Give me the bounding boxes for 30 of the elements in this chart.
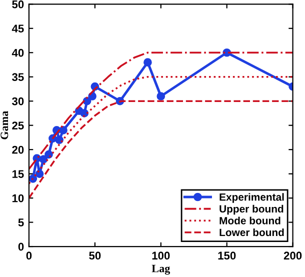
legend-label: Mode bound (220, 216, 280, 224)
legend-label: Experimental (220, 193, 284, 203)
x-axis-title: Lag (152, 264, 170, 275)
y-tick-label: 45 (12, 24, 24, 33)
x-tick-label: 150 (218, 252, 236, 260)
x-tick-label: 0 (26, 252, 32, 260)
y-tick-label: 30 (12, 97, 24, 106)
y-tick-label: 50 (12, 0, 24, 8)
y-tick-label: 40 (12, 48, 24, 57)
y-axis-title: Gama (0, 111, 8, 140)
point (28, 174, 38, 183)
y-tick-label: 25 (12, 122, 24, 130)
y-tick-label: 5 (18, 218, 24, 226)
legend-label: Lower bound (220, 228, 284, 236)
point (59, 126, 68, 134)
point (39, 155, 48, 164)
y-tick-label: 35 (12, 73, 24, 82)
legend-label: Upper bound (220, 204, 284, 215)
x-tick-label: 100 (152, 252, 170, 260)
y-tick-label: 10 (12, 194, 24, 202)
point (144, 58, 152, 66)
y-tick-label: 15 (12, 170, 24, 178)
x-tick-label: 200 (284, 252, 302, 260)
y-tick-label: 0 (18, 242, 24, 251)
point (55, 136, 64, 144)
point (156, 92, 166, 100)
x-tick-label: 50 (89, 252, 101, 260)
y-tick-label: 20 (12, 146, 24, 154)
line-series (28, 76, 293, 184)
point (35, 170, 44, 178)
